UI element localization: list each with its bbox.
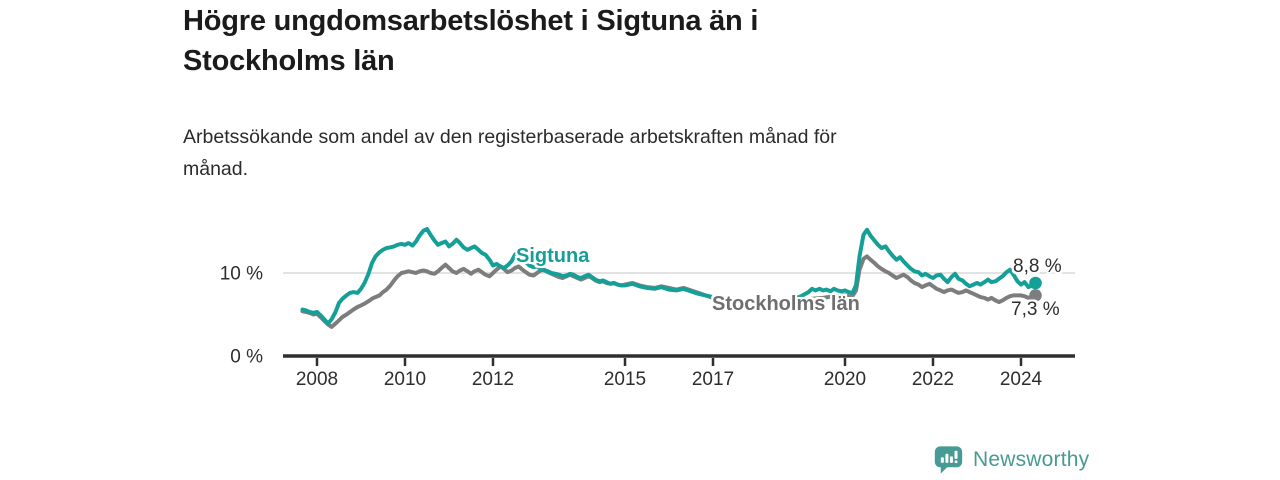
x-tick-label-2010: 2010 [384,369,426,390]
x-tick-label-2020: 2020 [824,369,866,390]
series-label-stockholm: Stockholms län [712,293,860,315]
x-tick-label-2012: 2012 [472,369,514,390]
end-value-label-stockholm: 7,3 % [1011,299,1060,320]
x-tick-label-2017: 2017 [692,369,734,390]
newsworthy-logo-icon [934,446,963,474]
series-label-sigtuna: Sigtuna [516,245,590,267]
series-line-sigtuna [300,227,1038,326]
newsworthy-brand-link[interactable]: Newsworthy [933,444,1089,476]
chart-title-line-1: Högre ungdomsarbetslöshet i Sigtuna än i [183,5,759,37]
x-tick-label-2022: 2022 [912,369,954,390]
y-axis-label-10: 10 % [220,264,263,285]
y-axis-label-0: 0 % [230,347,263,368]
newsworthy-brand-name: Newsworthy [973,448,1090,471]
end-dot-stockholms-l-n [1029,289,1042,302]
x-tick-label-2024: 2024 [1000,369,1043,390]
chart-title: Högre ungdomsarbetslöshet i Sigtuna än i… [183,1,1083,81]
x-tick-label-2008: 2008 [296,369,338,390]
end-value-label-sigtuna: 8,8 % [1013,256,1062,277]
chart-subtitle: Arbetssökande som andel av den registerb… [183,121,1083,185]
chart-subtitle-line-2: månad. [183,158,249,180]
chart-subtitle-line-1: Arbetssökande som andel av den registerb… [183,126,837,148]
x-tick-label-2015: 2015 [604,369,646,390]
chart-title-line-2: Stockholms län [183,45,395,77]
series-line-stockholms-l-n [300,254,1038,329]
end-dot-sigtuna [1029,276,1042,290]
